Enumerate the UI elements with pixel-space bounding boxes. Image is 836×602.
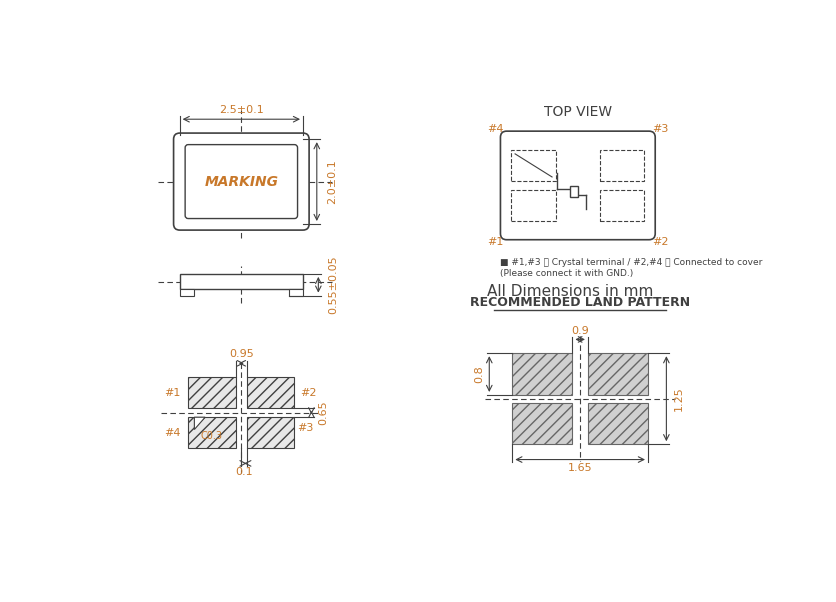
Bar: [599, 150, 645, 181]
Text: (Please connect it with GND.): (Please connect it with GND.): [501, 269, 634, 278]
Bar: [188, 377, 236, 408]
Bar: [599, 190, 645, 221]
Text: 0.9: 0.9: [571, 326, 589, 335]
Text: 0.65: 0.65: [319, 400, 329, 425]
Bar: [512, 150, 556, 181]
Polygon shape: [194, 417, 205, 429]
Bar: [512, 353, 573, 395]
Bar: [512, 190, 556, 221]
Bar: [570, 186, 578, 197]
FancyBboxPatch shape: [501, 131, 655, 240]
Text: All Dimensions in mm: All Dimensions in mm: [487, 284, 653, 299]
Bar: [512, 403, 573, 444]
Text: 0.95: 0.95: [229, 349, 253, 359]
FancyBboxPatch shape: [174, 133, 309, 230]
Text: MARKING: MARKING: [204, 175, 278, 188]
Text: 2.5±0.1: 2.5±0.1: [219, 105, 263, 116]
Text: #1: #1: [487, 237, 503, 247]
Text: TOP VIEW: TOP VIEW: [543, 105, 612, 119]
Bar: [247, 377, 294, 408]
Text: ■ #1,#3 ： Crystal terminal / #2,#4 ： Connected to cover: ■ #1,#3 ： Crystal terminal / #2,#4 ： Con…: [501, 258, 762, 267]
Text: 0.8: 0.8: [475, 365, 485, 383]
Text: C0.3: C0.3: [201, 431, 222, 441]
Bar: [180, 290, 194, 296]
Text: #1: #1: [164, 388, 181, 397]
Bar: [180, 274, 303, 290]
Bar: [289, 290, 303, 296]
Text: #3: #3: [298, 423, 314, 433]
Text: 1.25: 1.25: [674, 386, 684, 411]
Bar: [588, 403, 648, 444]
Text: 1.65: 1.65: [568, 464, 593, 473]
Bar: [588, 353, 648, 395]
Bar: [188, 417, 236, 448]
Bar: [247, 417, 294, 448]
Text: RECOMMENDED LAND PATTERN: RECOMMENDED LAND PATTERN: [470, 296, 691, 309]
Text: 0.1: 0.1: [235, 467, 252, 477]
FancyBboxPatch shape: [185, 144, 298, 219]
Text: #2: #2: [652, 237, 669, 247]
Text: #4: #4: [487, 124, 503, 134]
Text: #3: #3: [652, 124, 669, 134]
Text: 0.55±0.05: 0.55±0.05: [329, 255, 339, 314]
Text: #4: #4: [164, 427, 181, 438]
Text: #2: #2: [301, 388, 317, 397]
Text: 2.0±0.1: 2.0±0.1: [327, 159, 337, 204]
